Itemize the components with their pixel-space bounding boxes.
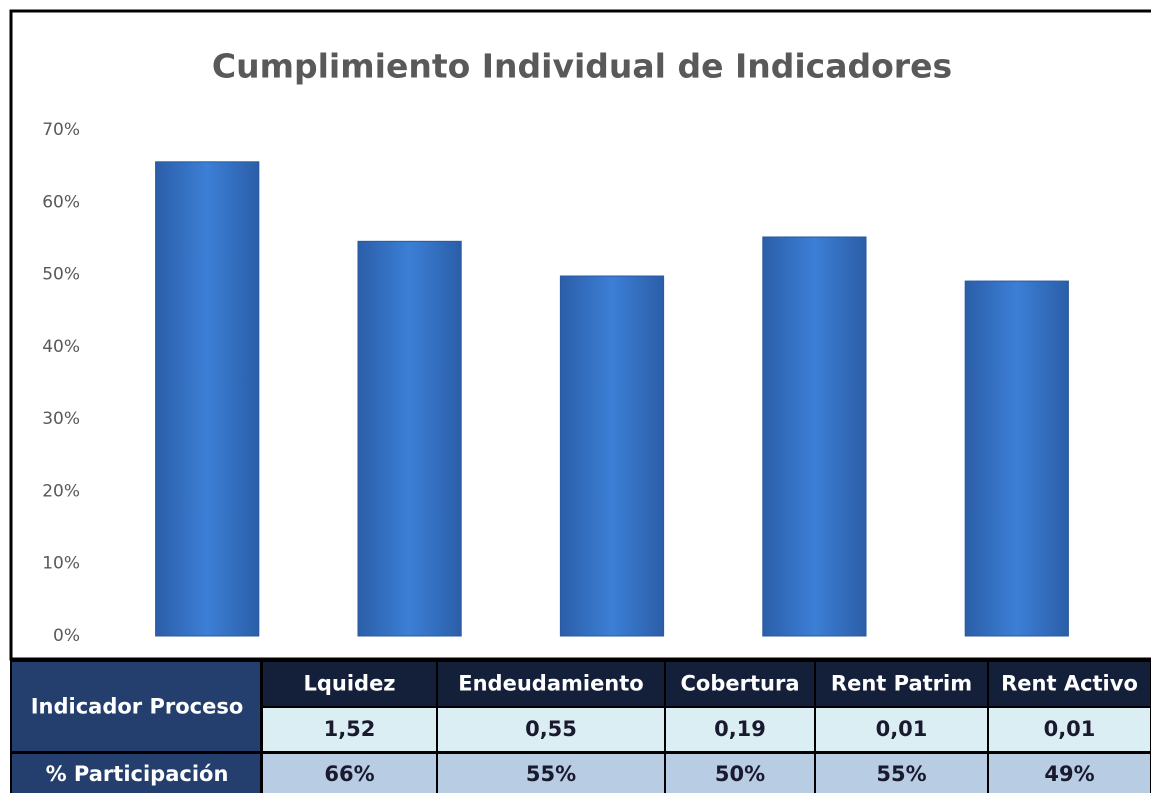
category-label: Cobertura <box>681 672 800 696</box>
value-label: 66% <box>324 762 374 786</box>
proceso-cell <box>438 708 664 751</box>
header-cell <box>989 662 1150 706</box>
category-label: Rent Activo <box>1001 672 1138 696</box>
category-label: Lquidez <box>303 672 395 696</box>
row-header: Indicador Proceso <box>31 695 244 719</box>
value-label: 49% <box>1044 762 1094 786</box>
y-tick-label: 10% <box>42 554 80 574</box>
proceso-cell <box>989 708 1150 751</box>
participacion-cell <box>263 754 436 793</box>
participacion-cell <box>989 754 1150 793</box>
header-cell <box>816 662 987 706</box>
proceso-value: 1,52 <box>324 717 376 741</box>
proceso-cell <box>666 708 814 751</box>
y-tick-label: 60% <box>42 192 80 212</box>
row-header-cell <box>12 662 260 751</box>
value-label: 55% <box>876 762 926 786</box>
proceso-value: 0,01 <box>876 717 928 741</box>
bar <box>155 161 260 637</box>
bar <box>762 236 867 637</box>
header-cell <box>666 662 814 706</box>
proceso-cell <box>816 708 987 751</box>
proceso-cell <box>263 708 436 751</box>
participacion-cell <box>816 754 987 793</box>
category-label: Rent Patrim <box>831 672 972 696</box>
bar <box>559 275 665 637</box>
y-tick-label: 0% <box>53 626 80 646</box>
chart-title: Cumplimiento Individual de Indicadores <box>212 47 952 86</box>
proceso-value: 0,19 <box>714 717 766 741</box>
header-cell <box>263 662 436 706</box>
y-tick-label: 30% <box>42 409 80 429</box>
row-header-cell <box>12 754 260 793</box>
header-cell <box>438 662 664 706</box>
bar <box>357 240 462 637</box>
participacion-cell <box>666 754 814 793</box>
value-label: 50% <box>715 762 765 786</box>
y-tick-label: 20% <box>42 481 80 501</box>
row-header: % Participación <box>46 762 229 786</box>
proceso-value: 0,01 <box>1044 717 1096 741</box>
proceso-value: 0,55 <box>525 717 577 741</box>
bar <box>964 280 1069 637</box>
value-label: 55% <box>526 762 576 786</box>
category-label: Endeudamiento <box>458 672 643 696</box>
y-tick-label: 40% <box>42 337 80 357</box>
y-tick-label: 50% <box>42 265 80 285</box>
participacion-cell <box>438 754 664 793</box>
y-tick-label: 70% <box>42 120 80 140</box>
